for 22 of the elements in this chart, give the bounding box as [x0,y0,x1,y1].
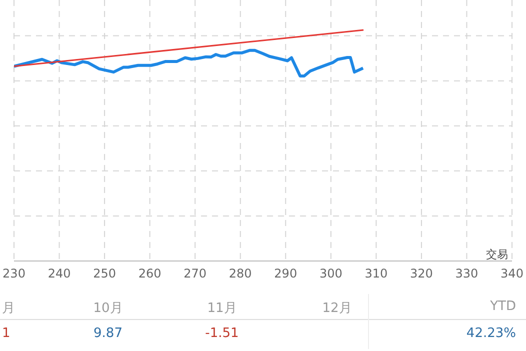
x-tick-label: 240 [48,266,71,281]
x-tick-label: 290 [274,266,298,281]
x-tick-label: 310 [364,266,388,281]
text: YTD [490,299,516,314]
x-tick-label: 300 [319,266,342,281]
x-tick-label: 230 [2,266,26,281]
text: 1 [2,326,10,341]
text: 11月 [206,300,238,317]
text: 10月 [92,300,124,317]
x-tick-label: 250 [93,266,116,281]
text: 42.23% [466,326,516,341]
x-tick-label: 270 [184,266,207,281]
x-tick-label: 320 [410,266,433,281]
text: 12月 [321,300,353,317]
x-tick-label: 280 [228,266,252,281]
x-axis-title: 交易 [486,247,508,262]
x-tick-label: 340 [500,266,524,281]
text: -1.51 [204,326,240,341]
text: 月 [2,300,15,317]
x-tick-label: 330 [455,266,478,281]
x-tick-label: 260 [138,266,162,281]
text: 9.87 [92,326,124,341]
